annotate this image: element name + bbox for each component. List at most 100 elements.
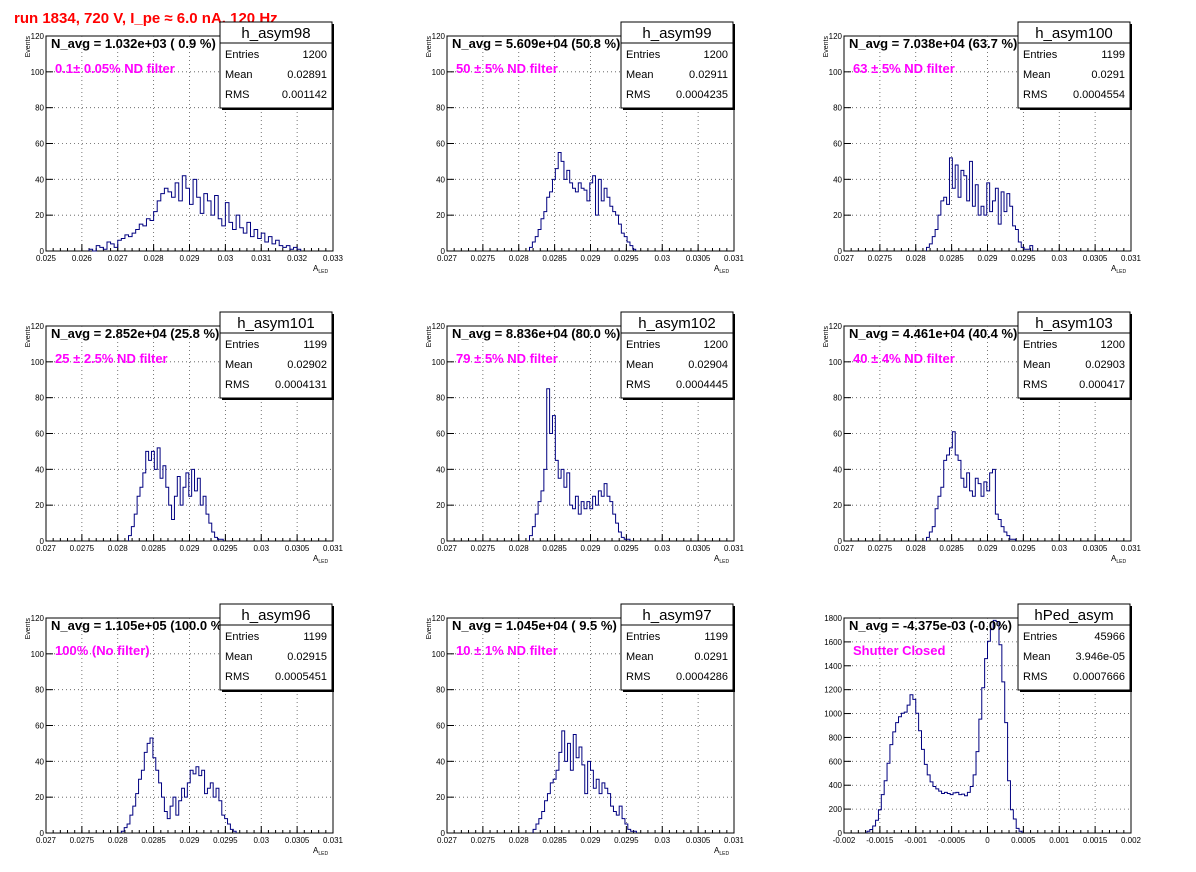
y-tick-label: 1400 — [824, 662, 842, 671]
x-tick-label: 0.029 — [580, 544, 601, 553]
stats-value: 0.0007666 — [1073, 671, 1125, 683]
x-axis-label-main: A — [1111, 264, 1117, 273]
filter-label: 50 ± 5% ND filter — [456, 61, 558, 76]
x-axis-label-main: A — [714, 846, 720, 855]
stats-value: 0.02915 — [287, 651, 327, 663]
histogram-name: h_asym97 — [642, 607, 711, 624]
y-tick-label: 40 — [35, 465, 44, 474]
stats-value: 0.02902 — [287, 359, 327, 371]
y-tick-label: 0 — [441, 829, 446, 838]
x-axis-label-main: A — [313, 264, 319, 273]
x-tick-label: 0.027 — [437, 544, 458, 553]
x-tick-label: 0.03 — [654, 544, 670, 553]
x-tick-label: 0.028 — [108, 544, 129, 553]
stats-label: Mean — [225, 69, 253, 81]
navg-text: N_avg = 7.038e+04 (63.7 %) — [849, 36, 1017, 51]
stats-label: Mean — [1023, 69, 1051, 81]
histogram-line — [866, 619, 1023, 833]
y-tick-label: 40 — [833, 175, 842, 184]
y-tick-label: 60 — [35, 140, 44, 149]
filter-label: 0.1± 0.05% ND filter — [55, 61, 175, 76]
x-tick-label: 0.0285 — [939, 544, 964, 553]
stats-value: 0.0005451 — [275, 671, 327, 683]
y-tick-label: 0 — [838, 829, 843, 838]
y-tick-label: 120 — [829, 322, 843, 331]
x-tick-label: 0.0275 — [868, 254, 893, 263]
x-tick-label: -0.0005 — [938, 836, 966, 845]
y-tick-label: 60 — [436, 140, 445, 149]
histogram-name: h_asym102 — [638, 315, 716, 332]
histogram-line — [88, 175, 302, 252]
stats-label: Mean — [225, 359, 253, 371]
x-tick-label: 0.029 — [580, 836, 601, 845]
y-tick-label: 120 — [829, 32, 843, 41]
x-tick-label: 0.033 — [323, 254, 344, 263]
histogram-panel: 0.027 0.0275 0.028 0.0285 0.029 0.0295 0.03 0.0… — [823, 311, 1142, 565]
stats-value: 0.0004554 — [1073, 89, 1125, 101]
y-tick-label: 80 — [436, 394, 445, 403]
x-tick-label: 0.0305 — [686, 544, 711, 553]
y-tick-label: 80 — [35, 686, 44, 695]
histogram-line — [128, 447, 224, 541]
stats-box — [620, 603, 734, 691]
y-tick-label: 20 — [35, 501, 44, 510]
y-tick-label: 60 — [436, 430, 445, 439]
y-tick-label: 80 — [833, 394, 842, 403]
filter-label: 25 ± 2.5% ND filter — [55, 351, 168, 366]
stats-label: Entries — [626, 49, 661, 61]
x-tick-label: 0.03 — [218, 254, 234, 263]
navg-text: N_avg = 4.461e+04 (40.4 %) — [849, 326, 1017, 341]
stats-value: 0.001142 — [282, 89, 327, 101]
y-tick-label: 80 — [35, 394, 44, 403]
stats-box — [620, 311, 734, 399]
y-tick-label: 60 — [833, 430, 842, 439]
filter-label: 63 ± 5% ND filter — [853, 61, 955, 76]
stats-value: 1200 — [1101, 339, 1125, 351]
x-tick-label: 0.03 — [654, 836, 670, 845]
x-tick-label: 0.0285 — [141, 544, 166, 553]
x-tick-label: 0.031 — [724, 836, 745, 845]
x-axis-label-sub: LED — [719, 269, 729, 275]
histogram-line — [529, 388, 631, 541]
x-axis-label: ALED — [1111, 554, 1126, 565]
stats-label: RMS — [626, 379, 650, 391]
stats-box — [219, 311, 333, 399]
stats-label: Entries — [225, 631, 260, 643]
y-axis-label: Events — [25, 36, 32, 58]
x-axis-label-main: A — [1111, 554, 1117, 563]
x-tick-label: 0.029 — [179, 836, 200, 845]
histogram-panel: 0.027 0.0275 0.028 0.0285 0.029 0.0295 0.03 0.0… — [25, 603, 344, 857]
x-tick-label: 0.0275 — [471, 836, 496, 845]
x-axis-label: ALED — [714, 554, 729, 565]
y-tick-label: 120 — [31, 32, 45, 41]
y-tick-label: 1200 — [824, 686, 842, 695]
stats-label: RMS — [225, 379, 249, 391]
y-tick-label: 20 — [833, 501, 842, 510]
y-tick-label: 0 — [40, 829, 45, 838]
stats-label: Entries — [626, 631, 661, 643]
stats-value: 0.000417 — [1079, 379, 1125, 391]
x-tick-label: 0.025 — [36, 254, 57, 263]
x-tick-label: 0.0295 — [614, 544, 639, 553]
x-axis-label-sub: LED — [719, 851, 729, 857]
stats-label: RMS — [1023, 379, 1047, 391]
x-tick-label: 0.0305 — [1083, 544, 1108, 553]
y-tick-label: 40 — [436, 757, 445, 766]
y-tick-label: 40 — [35, 175, 44, 184]
y-tick-label: 60 — [35, 722, 44, 731]
y-tick-label: 100 — [31, 650, 45, 659]
x-tick-label: 0.0285 — [542, 836, 567, 845]
histogram-panel: 0.025 0.026 0.027 0.028 0.029 0.03 0.031 0.032 0… — [25, 21, 344, 275]
x-tick-label: 0.03 — [253, 836, 269, 845]
x-tick-label: 0.03 — [1051, 254, 1067, 263]
y-tick-label: 80 — [35, 104, 44, 113]
x-axis-label: ALED — [1111, 264, 1126, 275]
x-tick-label: 0.0295 — [1011, 254, 1036, 263]
stats-label: RMS — [225, 671, 249, 683]
stats-label: RMS — [1023, 89, 1047, 101]
y-tick-label: 20 — [833, 211, 842, 220]
x-tick-label: 0.03 — [654, 254, 670, 263]
y-tick-label: 120 — [31, 614, 45, 623]
x-tick-label: 0.0285 — [939, 254, 964, 263]
x-axis-label-sub: LED — [719, 559, 729, 565]
